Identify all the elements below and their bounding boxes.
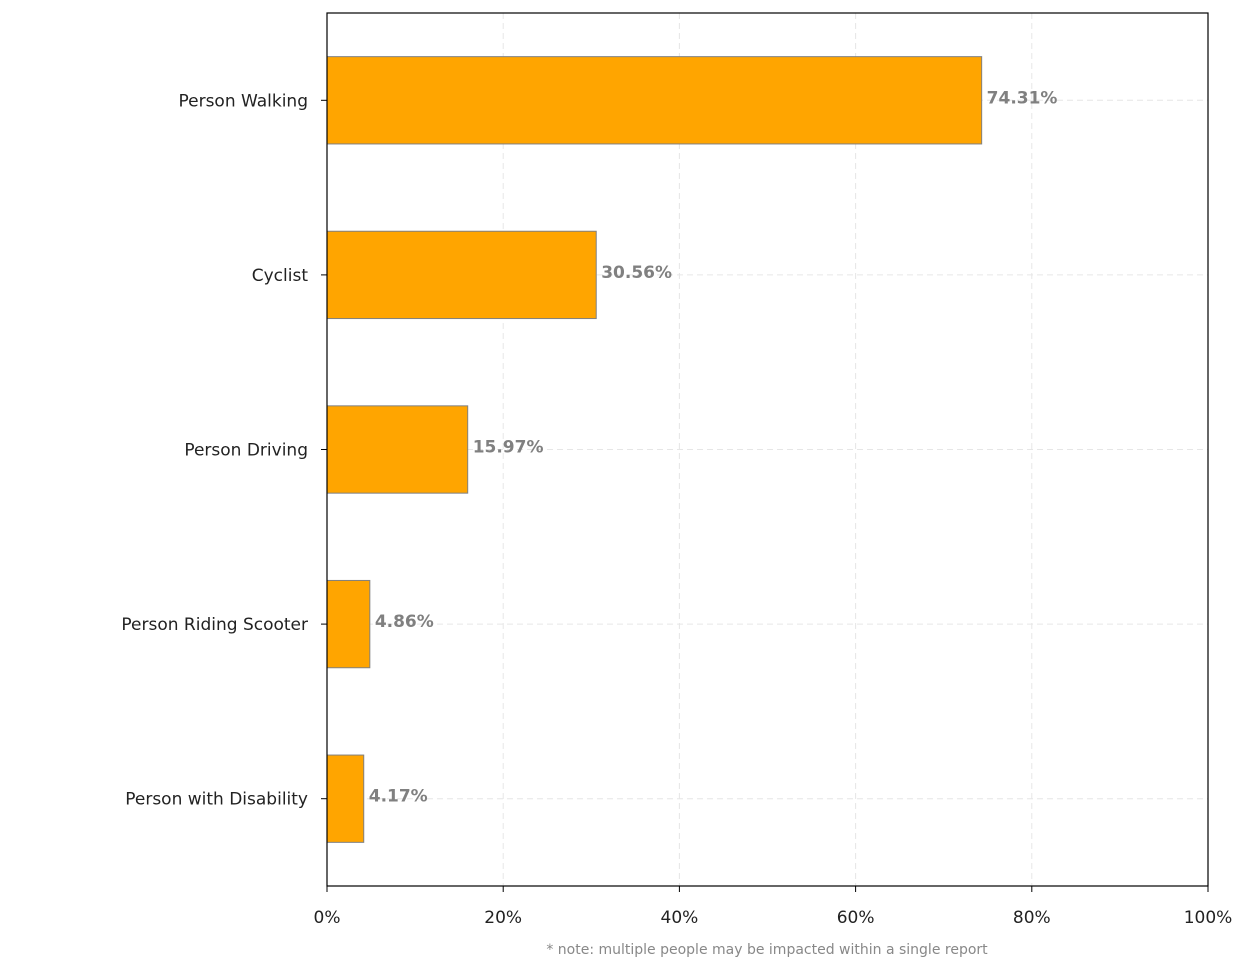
y-tick-label: Person with Disability bbox=[125, 790, 308, 810]
x-tick-label: 100% bbox=[1184, 908, 1233, 928]
bar bbox=[326, 230, 597, 320]
value-label: 30.56% bbox=[601, 263, 672, 283]
bar bbox=[326, 56, 983, 145]
plot-frame bbox=[326, 12, 1209, 887]
x-tick-label: 60% bbox=[837, 908, 875, 928]
y-tick-label: Person Driving bbox=[184, 441, 308, 461]
value-label: 15.97% bbox=[473, 438, 544, 458]
bar bbox=[326, 405, 469, 494]
value-label: 4.86% bbox=[375, 612, 434, 632]
bar bbox=[326, 579, 371, 669]
value-label: 74.31% bbox=[987, 88, 1058, 108]
y-tick-label: Person Walking bbox=[178, 91, 308, 111]
note: * note: multiple people may be impacted … bbox=[546, 942, 988, 958]
x-tick-label: 80% bbox=[1013, 908, 1051, 928]
x-tick-label: 0% bbox=[314, 908, 341, 928]
value-label: 4.17% bbox=[369, 787, 428, 807]
y-tick-label: Person Riding Scooter bbox=[121, 615, 308, 635]
bar bbox=[326, 754, 365, 843]
x-tick-label: 20% bbox=[484, 908, 522, 928]
y-tick-label: Cyclist bbox=[252, 266, 309, 286]
x-tick-label: 40% bbox=[661, 908, 699, 928]
